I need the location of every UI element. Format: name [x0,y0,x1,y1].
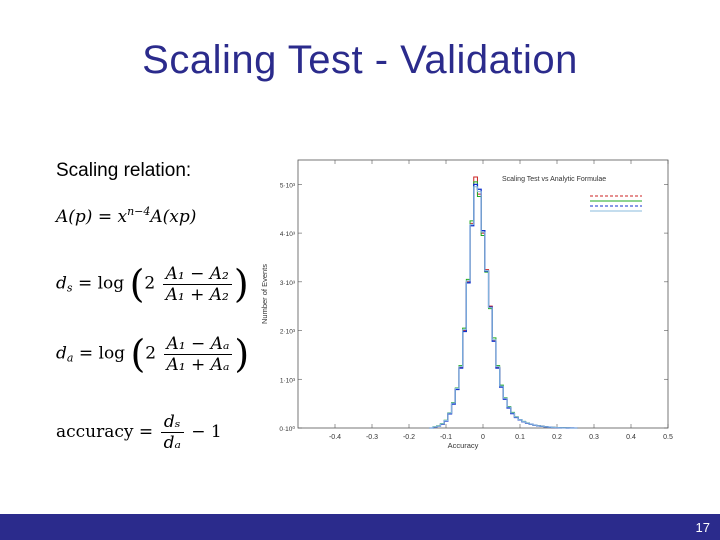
page-number: 17 [695,520,710,535]
x-tick-label: -0.2 [403,434,415,441]
formula-2-eq: = log [72,273,125,294]
formula-1-rhs: A(xp) [150,207,197,227]
formula-4-rhs: − 1 [185,422,222,442]
y-tick-label: 5·10³ [280,182,296,189]
formula-2-num: A₁ − A₂ [162,264,232,285]
series-line-lightblue [429,186,578,429]
formula-4-den: dₐ [163,433,181,453]
formula-scaling: A(p) = xn−4A(xp) [56,205,196,227]
formula-3-num: A₁ − Aₐ [163,334,233,355]
formula-1-x: x [117,207,128,227]
formula-3-fraction: A₁ − Aₐ A₁ + Aₐ [163,334,233,375]
formula-1-lhs: A(p) = [56,207,118,227]
y-tick-label: 1·10³ [280,377,296,384]
formula-4-num: dₛ [160,412,184,433]
y-tick-label: 2·10³ [280,329,296,336]
footer-bar: 17 [0,514,720,540]
formula-3-eq: = log [73,343,126,364]
chart-title: Scaling Test vs Analytic Formulae [502,176,606,183]
x-tick-label: -0.4 [329,434,341,441]
slide-title: Scaling Test - Validation [142,38,578,82]
formula-3-var: d [56,343,67,364]
formula-3-den: A₁ + Aₐ [166,354,230,375]
y-axis-label: Number of Events [260,264,269,324]
formula-ds: ds = log (2 A₁ − A₂ A₁ + A₂) [56,262,249,306]
formula-2-sub: s [66,281,73,295]
scaling-relation-label: Scaling relation: [56,160,192,181]
formula-2-den: A₁ + A₂ [165,284,229,305]
formula-1-exp: n−4 [127,205,151,218]
x-tick-label: 0.2 [552,434,562,441]
x-tick-label: 0.4 [626,434,636,441]
x-tick-label: -0.3 [366,434,378,441]
x-axis-label: Accuracy [448,441,479,450]
formula-2-fraction: A₁ − A₂ A₁ + A₂ [162,264,232,305]
x-tick-label: 0.1 [515,434,525,441]
formula-da: da = log (2 A₁ − Aₐ A₁ + Aₐ) [56,332,250,376]
formula-3-sub: a [66,351,74,365]
x-tick-label: 0.5 [663,434,673,441]
histogram-chart: -0.4 -0.3 -0.2 -0.1 0 0.1 0.2 0.3 0.4 0.5 0·10⁰ 1·1… [260,159,673,450]
x-tick-label: 0 [481,434,485,441]
x-tick-label: 0.3 [589,434,599,441]
y-tick-label: 3·10³ [280,280,296,287]
formula-2-two: 2 [144,273,156,294]
x-tick-label: -0.1 [440,434,452,441]
formula-2-var: d [56,273,67,294]
formula-accuracy: accuracy = dₛ dₐ − 1 [56,412,222,453]
y-tick-label: 4·10³ [280,231,296,238]
formula-4-fraction: dₛ dₐ [160,412,184,453]
formula-3-two: 2 [145,343,157,364]
formula-4-lhs: accuracy = [56,422,159,442]
plot-frame [297,159,669,429]
y-tick-label: 0·10⁰ [279,425,295,433]
